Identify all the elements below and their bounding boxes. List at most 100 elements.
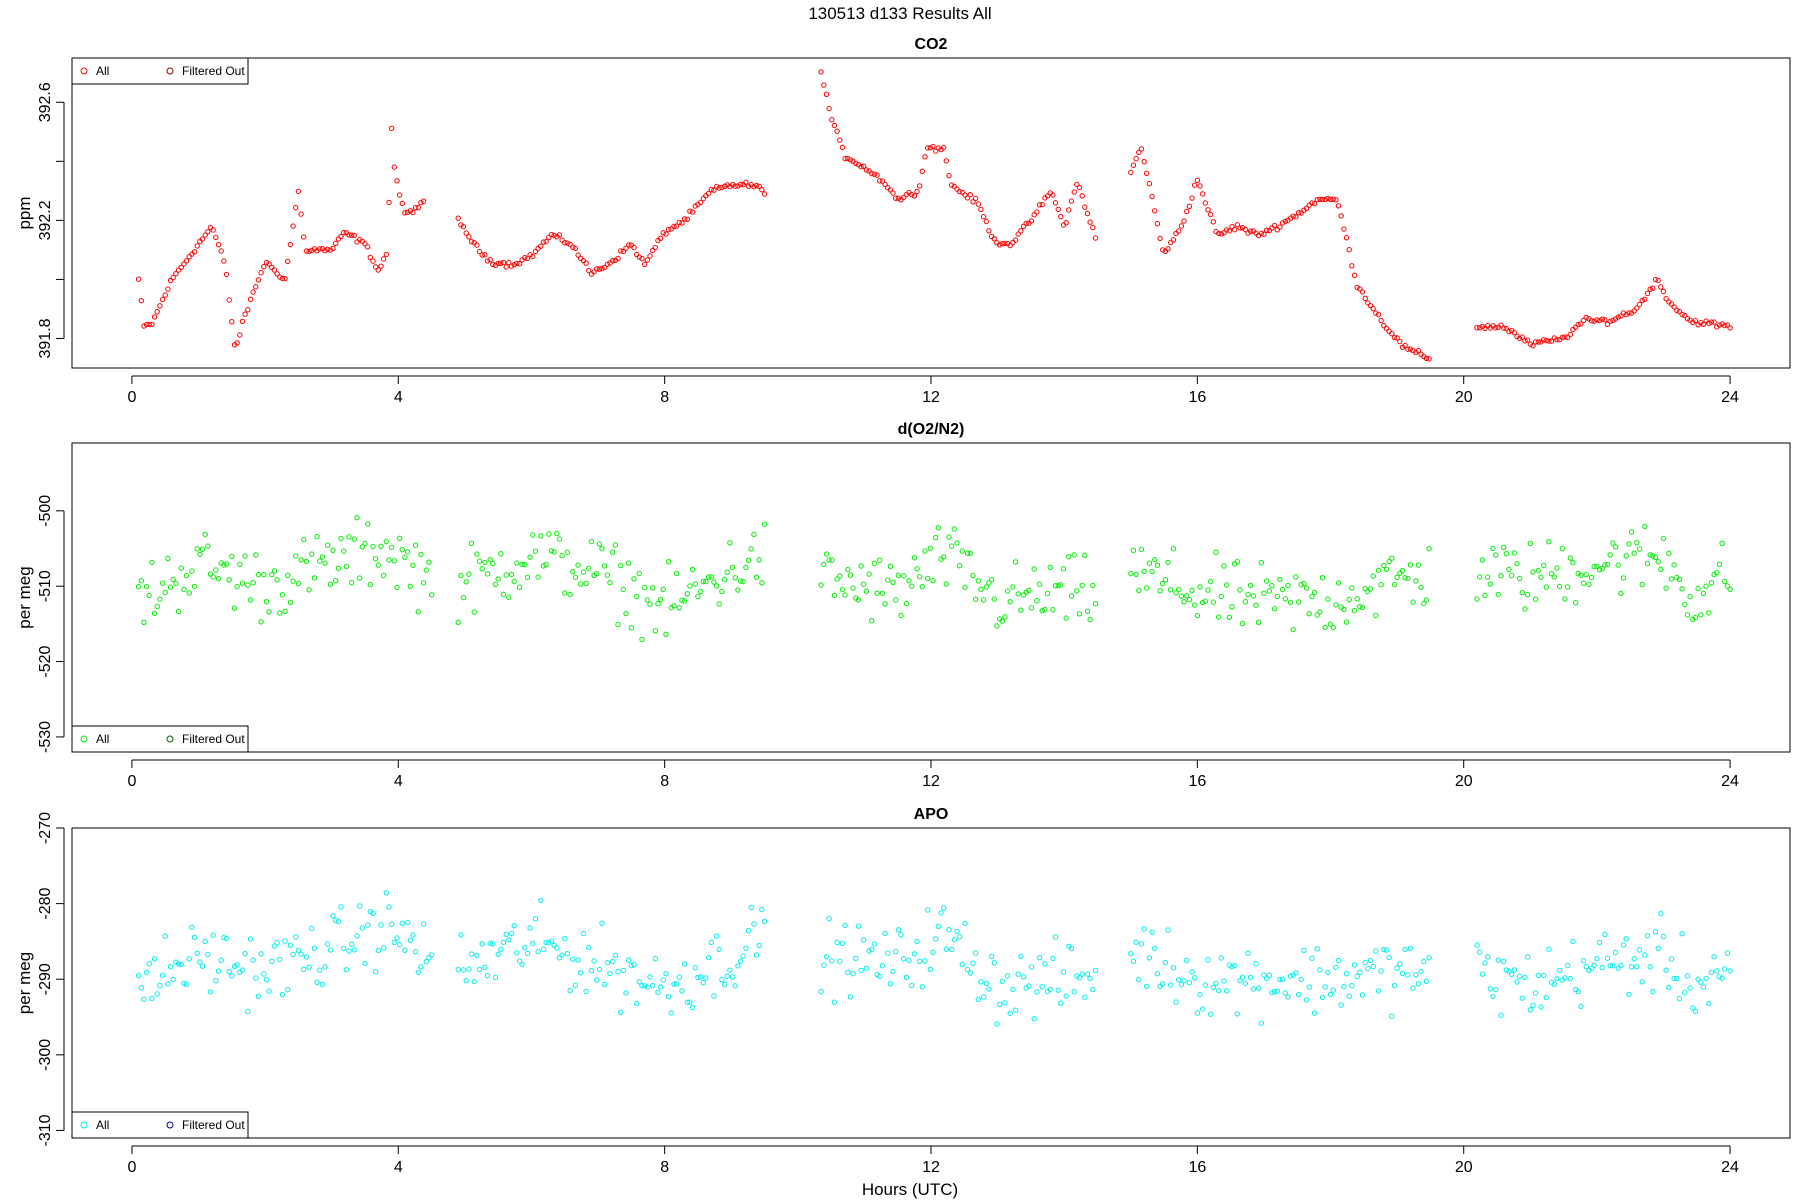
data-point bbox=[511, 578, 517, 585]
data-point bbox=[626, 560, 632, 566]
data-point bbox=[620, 248, 627, 255]
data-point bbox=[423, 959, 429, 965]
data-point bbox=[1567, 555, 1574, 561]
data-point bbox=[580, 569, 587, 575]
data-point bbox=[543, 238, 549, 245]
data-point bbox=[826, 916, 832, 922]
data-point bbox=[1152, 556, 1158, 563]
data-point bbox=[1068, 198, 1075, 204]
data-point bbox=[1389, 555, 1395, 561]
data-point bbox=[269, 958, 275, 964]
data-point bbox=[314, 979, 320, 985]
data-point bbox=[829, 557, 835, 563]
data-point bbox=[1658, 910, 1664, 917]
data-point bbox=[681, 598, 688, 604]
data-point bbox=[479, 252, 485, 258]
x-tick-label: 4 bbox=[394, 1159, 403, 1176]
data-point bbox=[1178, 593, 1185, 599]
data-point bbox=[1647, 964, 1653, 970]
data-point bbox=[1511, 329, 1518, 336]
data-point bbox=[927, 966, 933, 972]
data-point bbox=[863, 588, 870, 594]
data-point bbox=[1338, 213, 1344, 219]
data-point bbox=[1522, 338, 1528, 344]
data-point bbox=[551, 232, 557, 239]
data-point bbox=[1386, 558, 1392, 565]
data-points bbox=[135, 69, 1733, 362]
data-point bbox=[165, 981, 171, 987]
data-point bbox=[351, 232, 357, 239]
data-point bbox=[335, 565, 342, 572]
data-point bbox=[831, 122, 838, 129]
data-point bbox=[1133, 156, 1139, 162]
data-point bbox=[1322, 624, 1328, 630]
data-point bbox=[1394, 335, 1400, 341]
data-point bbox=[951, 183, 957, 190]
data-point bbox=[652, 955, 658, 962]
data-point bbox=[996, 1001, 1003, 1008]
data-point bbox=[279, 991, 286, 998]
data-point bbox=[874, 590, 880, 596]
data-point bbox=[388, 544, 395, 551]
data-point bbox=[1394, 965, 1400, 971]
data-point bbox=[165, 555, 171, 562]
data-point bbox=[189, 924, 195, 930]
data-point bbox=[500, 591, 507, 598]
data-point bbox=[1266, 588, 1273, 594]
data-point bbox=[1671, 975, 1677, 982]
data-point bbox=[705, 190, 712, 197]
data-point bbox=[644, 257, 650, 263]
data-point bbox=[618, 248, 624, 254]
data-point bbox=[301, 234, 307, 240]
data-point bbox=[1642, 952, 1648, 958]
data-point bbox=[1588, 318, 1595, 324]
data-point bbox=[175, 961, 182, 967]
data-point bbox=[1658, 566, 1664, 572]
data-point bbox=[1295, 991, 1302, 998]
data-point bbox=[1636, 947, 1643, 953]
data-point bbox=[141, 619, 147, 625]
data-point bbox=[365, 244, 371, 250]
data-point bbox=[476, 248, 483, 255]
data-point bbox=[938, 910, 944, 916]
legend-marker bbox=[80, 735, 88, 743]
data-point bbox=[1663, 585, 1669, 591]
data-point bbox=[724, 569, 730, 575]
data-point bbox=[740, 953, 746, 959]
data-point bbox=[988, 577, 995, 583]
data-point bbox=[506, 594, 512, 600]
data-point bbox=[1044, 193, 1051, 199]
data-point bbox=[530, 940, 536, 947]
data-point bbox=[735, 183, 741, 189]
data-point bbox=[372, 969, 379, 975]
data-point bbox=[255, 993, 262, 1000]
data-point bbox=[751, 184, 757, 190]
data-point bbox=[620, 967, 627, 974]
data-point bbox=[1572, 600, 1579, 606]
data-point bbox=[951, 936, 957, 943]
data-point bbox=[583, 988, 589, 995]
data-point bbox=[207, 989, 214, 995]
data-point bbox=[535, 574, 541, 580]
data-point bbox=[1247, 582, 1254, 589]
data-point bbox=[980, 994, 987, 1000]
data-point bbox=[306, 587, 312, 593]
data-point bbox=[681, 216, 688, 222]
data-point bbox=[418, 964, 424, 970]
data-point bbox=[1261, 231, 1267, 237]
data-point bbox=[181, 261, 187, 267]
data-point bbox=[1498, 322, 1504, 328]
data-point bbox=[1516, 335, 1523, 342]
data-point bbox=[1524, 954, 1531, 960]
data-point bbox=[748, 546, 754, 552]
data-point bbox=[604, 572, 611, 578]
data-point bbox=[671, 603, 677, 609]
data-point bbox=[735, 963, 741, 969]
data-point bbox=[898, 932, 904, 938]
data-point bbox=[1692, 1008, 1699, 1015]
data-point bbox=[295, 580, 302, 587]
data-point bbox=[1293, 214, 1299, 220]
data-point bbox=[1231, 227, 1238, 233]
data-point bbox=[375, 267, 381, 273]
data-point bbox=[753, 952, 760, 958]
